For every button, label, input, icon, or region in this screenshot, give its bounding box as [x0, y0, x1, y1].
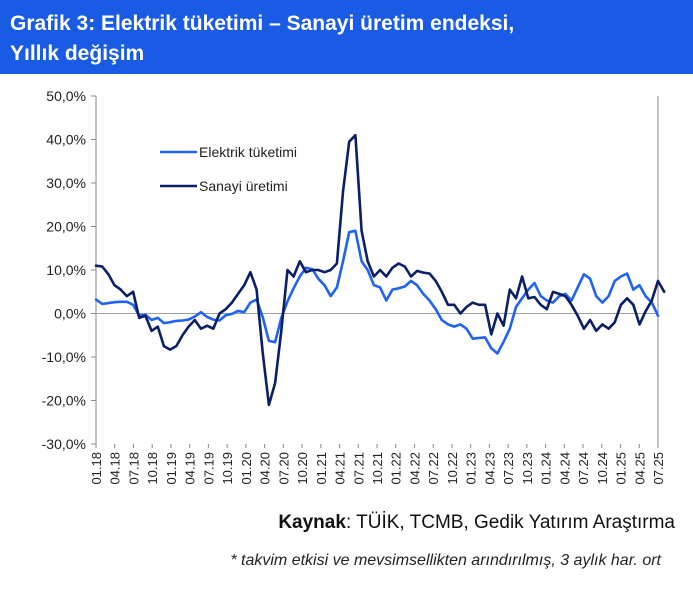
legend-elektrik-label: Elektrik tüketimi — [199, 144, 297, 160]
x-tick-label: 10.24 — [595, 452, 610, 485]
legend-sanayi-label: Sanayi üretimi — [199, 178, 288, 194]
footnote: * takvim etkisi ve mevsimsellikten arınd… — [230, 552, 661, 569]
chart-title-line-2: Yıllık değişim — [10, 42, 145, 65]
line-chart: 50,0% 40,0% 30,0% 20,0% 10,0% 0,0% -10,0% -20,0… — [42, 88, 666, 485]
y-tick-label: -30,0% — [42, 436, 86, 452]
y-tick-label: 50,0% — [46, 88, 86, 104]
y-tick-label: 40,0% — [46, 132, 86, 148]
x-tick-label: 04.25 — [632, 452, 647, 485]
x-tick-label: 10.21 — [370, 452, 385, 485]
x-tick-label: 04.22 — [407, 452, 422, 485]
x-tick-label: 07.25 — [651, 452, 666, 485]
chart-title-line-1: Grafik 3: Elektrik tüketimi – Sanayi üre… — [10, 12, 515, 35]
x-tick-label: 04.20 — [258, 452, 273, 485]
x-tick-label: 04.24 — [557, 452, 572, 485]
x-tick-label: 01.19 — [164, 452, 179, 485]
y-tick-label: 0,0% — [54, 306, 86, 322]
x-tick-label: 04.18 — [108, 452, 123, 485]
x-tick-label: 01.20 — [239, 452, 254, 485]
source-value: : TÜİK, TCMB, Gedik Yatırım Araştırma — [345, 512, 675, 533]
title-banner: Grafik 3: Elektrik tüketimi – Sanayi üre… — [0, 0, 693, 74]
x-tick-label: 10.22 — [445, 452, 460, 485]
x-tick-label: 07.24 — [576, 452, 591, 485]
x-tick-label: 07.19 — [201, 452, 216, 485]
source-text: Kaynak: TÜİK, TCMB, Gedik Yatırım Araştı… — [278, 512, 675, 534]
y-tick-label: 20,0% — [46, 219, 86, 235]
x-tick-label: 01.24 — [539, 452, 554, 485]
y-tick-label: 10,0% — [46, 262, 86, 278]
x-tick-label: 01.21 — [314, 452, 329, 485]
x-tick-label: 07.23 — [501, 452, 516, 485]
x-tick-label: 01.23 — [464, 452, 479, 485]
x-tick-label: 01.18 — [89, 452, 104, 485]
x-tick-label: 07.21 — [351, 452, 366, 485]
x-tick-label: 10.19 — [220, 452, 235, 485]
x-tick-label: 10.23 — [520, 452, 535, 485]
x-tick-label: 04.19 — [183, 452, 198, 485]
y-tick-label: -10,0% — [42, 349, 86, 365]
x-tick-label: 07.20 — [276, 452, 291, 485]
series-line-sanayi-uretimi — [94, 133, 666, 407]
x-tick-label: 07.18 — [126, 452, 141, 485]
x-tick-label: 04.21 — [333, 452, 348, 485]
series-line-elektrik-tuketimi — [94, 229, 660, 355]
y-tick-label: -20,0% — [42, 393, 86, 409]
x-tick-label: 01.22 — [389, 452, 404, 485]
x-tick-label: 04.23 — [482, 452, 497, 485]
x-tick-label: 10.20 — [295, 452, 310, 485]
y-tick-label: 30,0% — [46, 175, 86, 191]
source-label: Kaynak — [278, 512, 346, 533]
x-tick-label: 07.22 — [426, 452, 441, 485]
x-tick-label: 10.18 — [145, 452, 160, 485]
x-tick-label: 01.25 — [614, 452, 629, 485]
